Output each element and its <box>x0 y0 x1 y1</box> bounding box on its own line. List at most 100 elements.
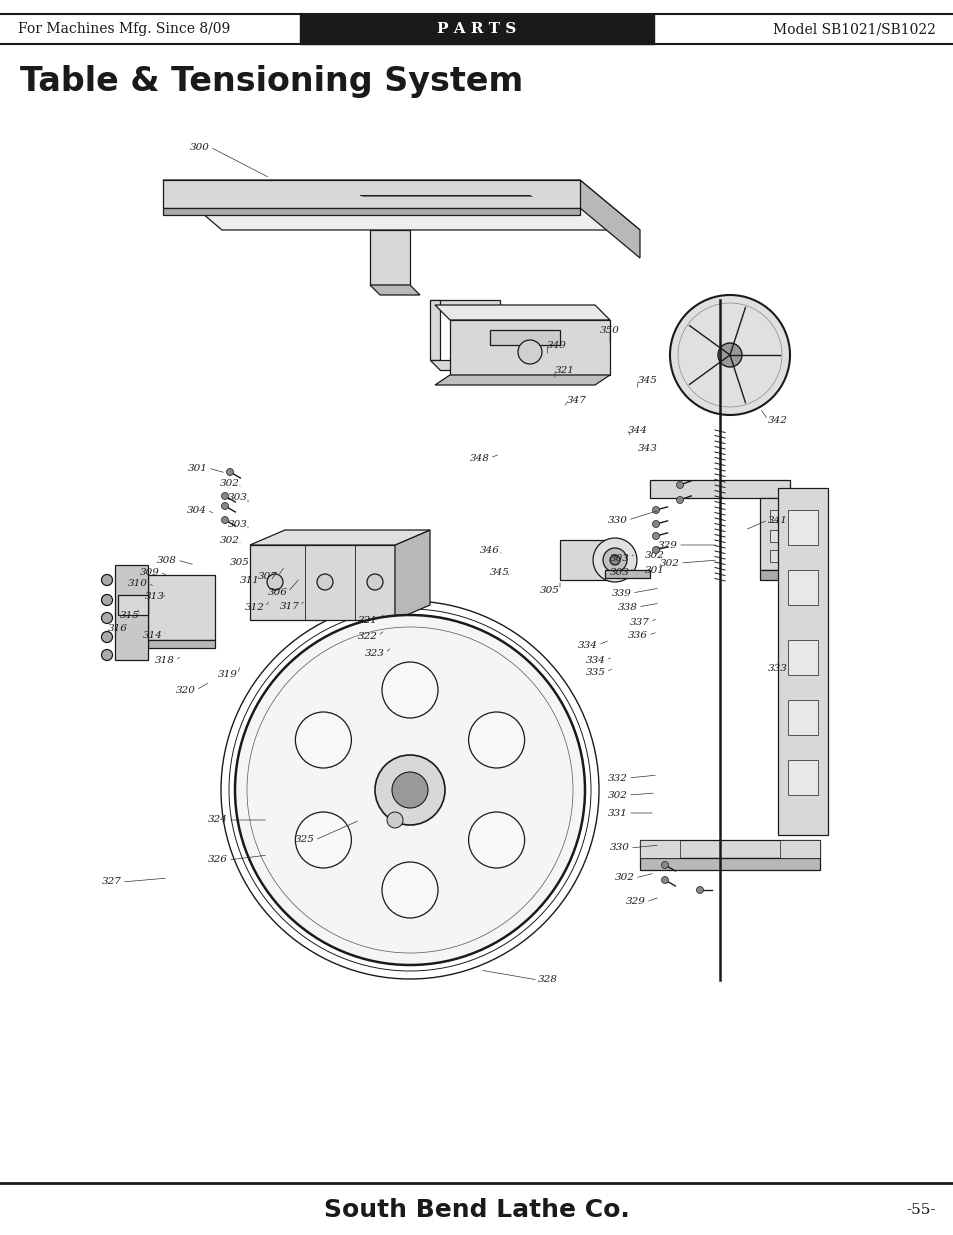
Text: 334: 334 <box>585 656 605 664</box>
Circle shape <box>593 538 637 582</box>
Polygon shape <box>579 180 639 258</box>
Text: 303: 303 <box>228 493 248 501</box>
Polygon shape <box>604 571 649 578</box>
Text: 303: 303 <box>228 520 248 529</box>
Circle shape <box>517 340 541 364</box>
Polygon shape <box>430 300 439 359</box>
Circle shape <box>652 547 659 553</box>
Circle shape <box>609 555 619 564</box>
Text: 301: 301 <box>644 566 664 574</box>
Circle shape <box>316 574 333 590</box>
Circle shape <box>652 506 659 514</box>
Polygon shape <box>760 571 809 580</box>
Text: 304: 304 <box>187 505 207 515</box>
Text: -55-: -55- <box>905 1203 935 1216</box>
Polygon shape <box>148 640 214 648</box>
Polygon shape <box>559 540 619 580</box>
Polygon shape <box>787 640 817 676</box>
Circle shape <box>660 877 668 883</box>
Text: 330: 330 <box>609 844 629 852</box>
Polygon shape <box>769 550 800 562</box>
Text: 347: 347 <box>566 395 586 405</box>
Circle shape <box>652 520 659 527</box>
Polygon shape <box>787 571 817 605</box>
Text: 332: 332 <box>607 773 627 783</box>
Text: P A R T S: P A R T S <box>436 22 517 36</box>
Text: 334: 334 <box>578 641 598 650</box>
Polygon shape <box>250 530 430 545</box>
Text: 317: 317 <box>280 601 299 610</box>
Polygon shape <box>639 858 820 869</box>
Text: 346: 346 <box>479 546 499 555</box>
Text: 302: 302 <box>659 558 679 568</box>
Text: 325: 325 <box>294 836 314 845</box>
Text: 349: 349 <box>546 341 566 350</box>
Polygon shape <box>787 760 817 795</box>
Text: 303: 303 <box>609 568 629 577</box>
Text: 327: 327 <box>102 878 122 887</box>
Text: 311: 311 <box>240 576 259 584</box>
Text: 319: 319 <box>218 669 237 678</box>
Circle shape <box>221 503 229 510</box>
Circle shape <box>101 650 112 661</box>
Circle shape <box>101 594 112 605</box>
Circle shape <box>718 343 741 367</box>
Text: 337: 337 <box>629 618 649 626</box>
Polygon shape <box>395 530 430 620</box>
Text: 328: 328 <box>537 976 558 984</box>
Text: 318: 318 <box>155 656 174 664</box>
Text: 344: 344 <box>627 426 647 435</box>
Circle shape <box>221 493 229 499</box>
Circle shape <box>696 887 702 893</box>
Text: 315: 315 <box>120 610 140 620</box>
Circle shape <box>295 713 351 768</box>
Text: 303: 303 <box>609 553 629 562</box>
Circle shape <box>101 574 112 585</box>
Text: 333: 333 <box>767 663 787 673</box>
Polygon shape <box>490 330 559 345</box>
Text: 302: 302 <box>607 790 627 799</box>
Text: 345: 345 <box>490 568 510 577</box>
Bar <box>299 14 654 44</box>
Polygon shape <box>430 300 499 310</box>
Text: Table & Tensioning System: Table & Tensioning System <box>20 65 522 98</box>
Text: 336: 336 <box>627 631 647 640</box>
Polygon shape <box>639 840 820 858</box>
Circle shape <box>375 755 444 825</box>
Text: 316: 316 <box>108 624 128 632</box>
Text: 305: 305 <box>230 557 250 567</box>
Polygon shape <box>370 285 419 295</box>
Circle shape <box>468 713 524 768</box>
Text: 314: 314 <box>143 631 163 640</box>
Text: 302: 302 <box>220 478 240 488</box>
Text: 324: 324 <box>208 815 228 825</box>
Text: 329: 329 <box>658 541 678 550</box>
Text: 335: 335 <box>585 667 605 677</box>
Polygon shape <box>760 498 809 571</box>
Circle shape <box>234 615 584 965</box>
Text: 302: 302 <box>220 536 240 545</box>
Circle shape <box>229 609 590 971</box>
Polygon shape <box>115 564 148 659</box>
Text: 338: 338 <box>618 603 638 611</box>
Polygon shape <box>163 207 579 215</box>
Text: 348: 348 <box>470 453 490 462</box>
Text: 343: 343 <box>638 443 658 452</box>
Polygon shape <box>148 576 214 640</box>
Text: 300: 300 <box>190 142 210 152</box>
Polygon shape <box>430 359 499 370</box>
Polygon shape <box>370 230 410 285</box>
Text: 339: 339 <box>612 589 631 598</box>
Text: 322: 322 <box>357 631 377 641</box>
Text: 306: 306 <box>268 588 288 597</box>
Circle shape <box>295 811 351 868</box>
Circle shape <box>381 662 437 718</box>
Text: 321: 321 <box>357 615 377 625</box>
Text: 330: 330 <box>607 515 627 525</box>
Text: 309: 309 <box>140 568 160 577</box>
Polygon shape <box>435 305 609 320</box>
Circle shape <box>676 482 682 489</box>
Circle shape <box>392 772 428 808</box>
Text: 323: 323 <box>365 648 384 657</box>
Text: 313: 313 <box>145 592 165 600</box>
